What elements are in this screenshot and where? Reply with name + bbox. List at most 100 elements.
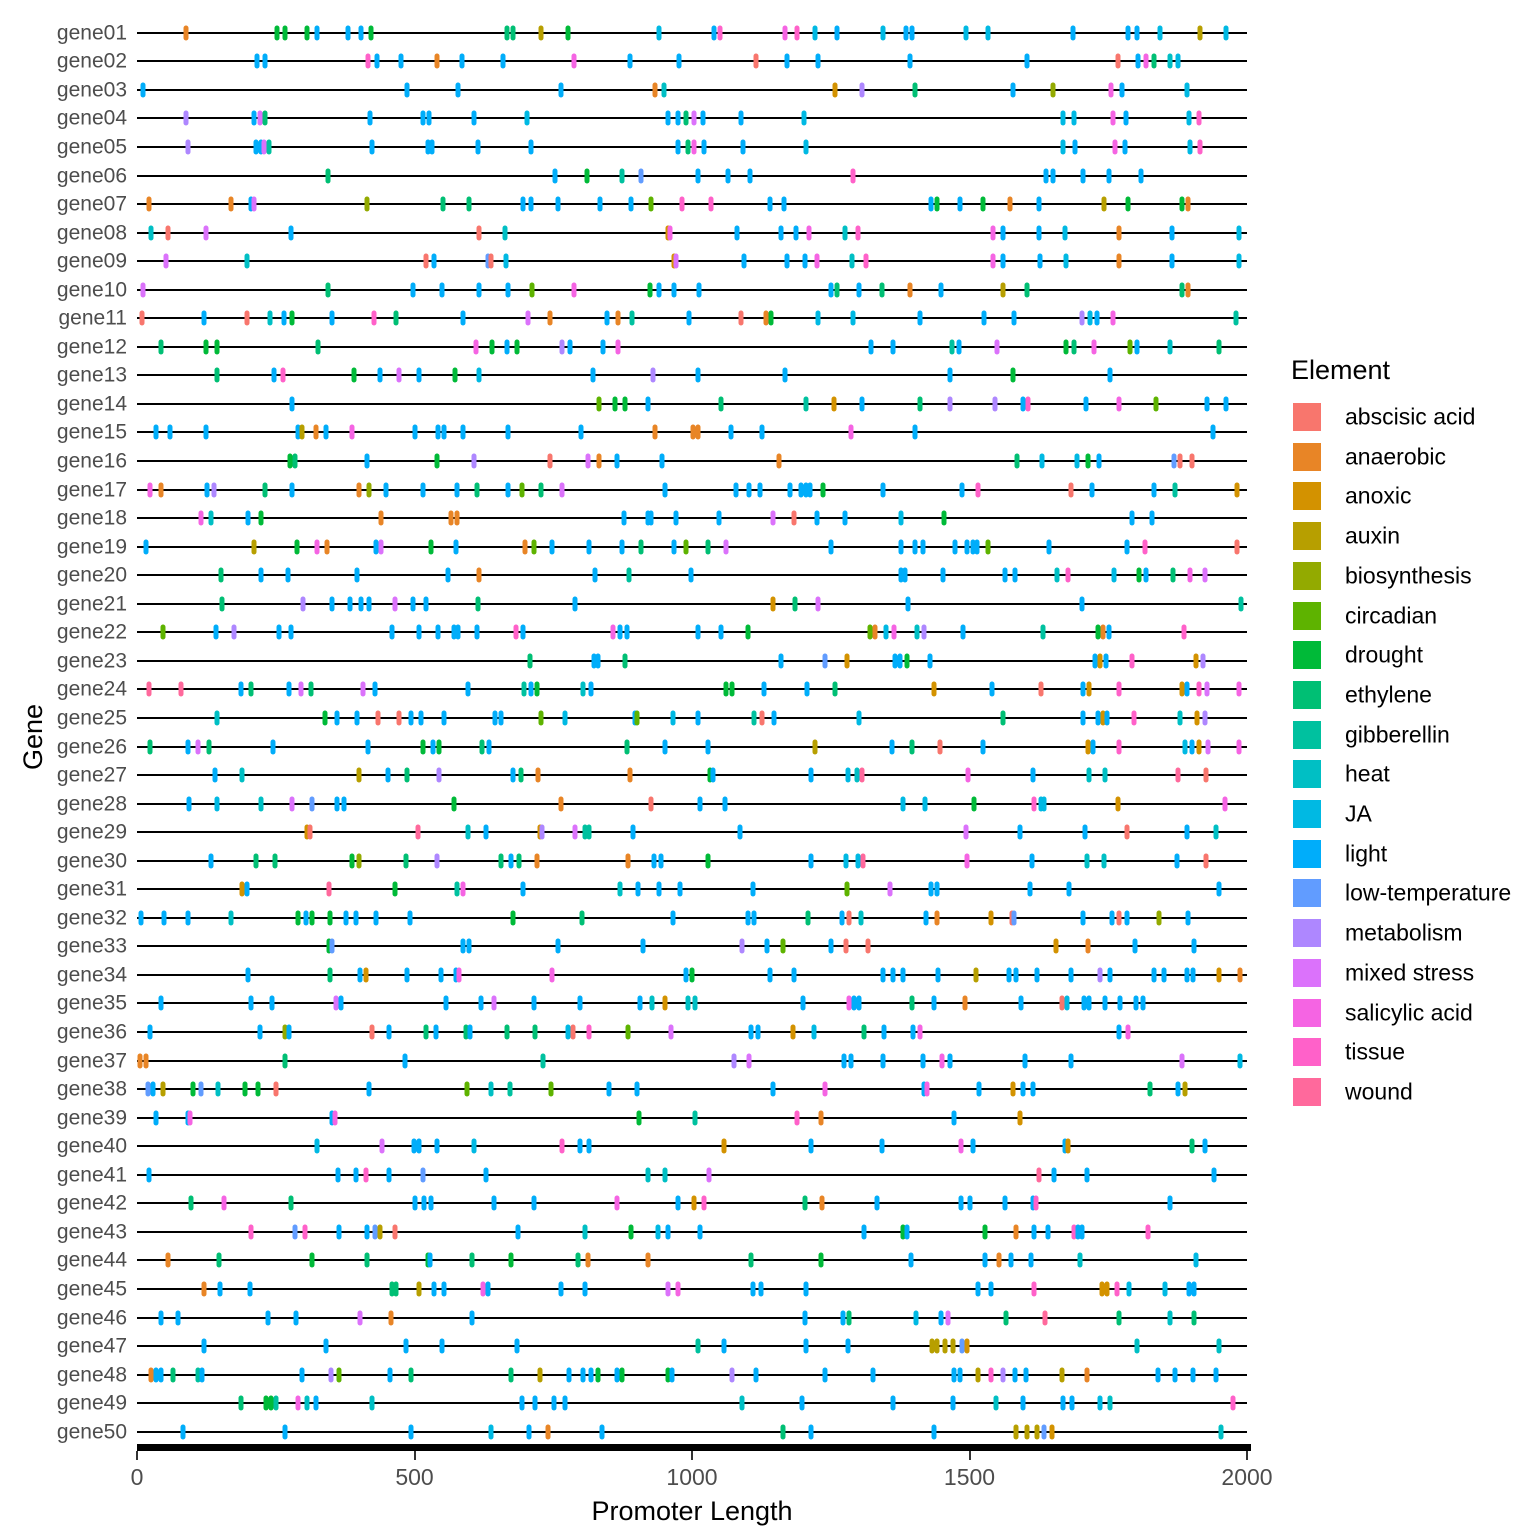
element-mark-light bbox=[443, 995, 449, 1011]
element-mark-light bbox=[180, 1424, 185, 1440]
element-mark-anoxic bbox=[931, 681, 937, 697]
element-mark-abscisic-acid bbox=[1116, 910, 1122, 926]
element-mark-ethylene bbox=[218, 567, 224, 583]
element-mark-drought bbox=[451, 796, 457, 812]
element-mark-gibberellin bbox=[949, 339, 955, 355]
element-mark-gibberellin bbox=[195, 1367, 201, 1383]
legend-swatch-mixed-stress bbox=[1293, 958, 1321, 987]
element-mark-salicylic-acid bbox=[198, 510, 204, 526]
element-mark-light bbox=[1029, 853, 1035, 869]
element-mark-ethylene bbox=[527, 653, 533, 669]
element-mark-mixed-stress bbox=[195, 739, 201, 754]
element-mark-light bbox=[617, 624, 623, 640]
element-mark-tissue bbox=[1114, 1281, 1120, 1297]
element-mark-metabolism bbox=[328, 1367, 334, 1383]
element-mark-light bbox=[1211, 1167, 1217, 1183]
element-mark-light bbox=[288, 624, 294, 640]
element-mark-ethylene bbox=[327, 967, 333, 983]
element-mark-JA bbox=[812, 25, 818, 41]
element-mark-abscisic-acid bbox=[1115, 53, 1121, 69]
element-mark-light bbox=[438, 967, 444, 983]
element-mark-light bbox=[981, 310, 987, 326]
element-mark-light bbox=[1036, 225, 1042, 241]
element-mark-heat bbox=[914, 624, 920, 640]
legend-swatch-low-temperature bbox=[1293, 879, 1321, 908]
element-mark-auxin bbox=[1000, 282, 1006, 298]
element-mark-light bbox=[364, 453, 370, 469]
legend-swatch-circadian bbox=[1293, 601, 1321, 630]
element-mark-heat bbox=[214, 710, 220, 726]
element-mark-salicylic-acid bbox=[958, 1138, 964, 1154]
element-mark-mixed-stress bbox=[963, 824, 969, 840]
x-tick bbox=[968, 1451, 971, 1460]
element-mark-light bbox=[931, 1424, 937, 1440]
element-mark-light bbox=[982, 1252, 988, 1268]
element-mark-light bbox=[951, 1110, 957, 1126]
gene-track-gene16 bbox=[137, 460, 1247, 462]
element-mark-anaerobic bbox=[907, 282, 913, 298]
element-mark-salicylic-acid bbox=[990, 253, 996, 269]
element-mark-light bbox=[800, 995, 806, 1011]
element-mark-mixed-stress bbox=[396, 367, 402, 383]
element-mark-anaerobic bbox=[1100, 624, 1106, 640]
element-mark-light bbox=[428, 1195, 434, 1211]
element-mark-JA bbox=[1064, 995, 1070, 1011]
element-mark-heat bbox=[258, 796, 264, 812]
element-mark-light bbox=[138, 910, 144, 926]
element-mark-salicylic-acid bbox=[964, 853, 970, 869]
element-mark-drought bbox=[1095, 624, 1101, 640]
element-mark-light bbox=[718, 624, 724, 640]
element-mark-anaerobic bbox=[1116, 225, 1122, 241]
element-mark-light bbox=[185, 739, 191, 754]
element-mark-salicylic-acid bbox=[1112, 139, 1118, 155]
element-mark-light bbox=[828, 539, 834, 555]
element-mark-drought bbox=[489, 339, 495, 355]
element-mark-tissue bbox=[1031, 1281, 1037, 1297]
element-mark-light bbox=[281, 310, 287, 326]
y-tick-label-gene03: gene03 bbox=[56, 78, 127, 102]
element-mark-ethylene bbox=[1071, 339, 1077, 355]
gene-track-gene50 bbox=[137, 1430, 1247, 1433]
element-mark-mixed-stress bbox=[559, 482, 565, 498]
element-mark-light bbox=[1060, 1395, 1066, 1411]
element-mark-metabolism bbox=[183, 110, 189, 126]
legend-swatch-anoxic bbox=[1293, 482, 1321, 511]
element-mark-light bbox=[510, 767, 516, 783]
element-mark-light bbox=[697, 796, 703, 812]
element-mark-JA bbox=[565, 1024, 571, 1040]
element-mark-auxin bbox=[1059, 1367, 1065, 1383]
element-mark-salicylic-acid bbox=[782, 25, 788, 41]
element-mark-heat bbox=[1167, 1310, 1173, 1325]
element-mark-heat bbox=[502, 225, 508, 241]
element-mark-light bbox=[365, 739, 371, 754]
element-mark-drought bbox=[309, 910, 315, 926]
element-mark-JA bbox=[898, 510, 904, 526]
element-mark-light bbox=[890, 967, 896, 983]
element-mark-anoxic bbox=[1097, 653, 1103, 669]
element-mark-ethylene bbox=[292, 453, 298, 469]
element-mark-light bbox=[1210, 424, 1216, 440]
element-mark-light bbox=[577, 995, 583, 1011]
element-mark-heat bbox=[1218, 1424, 1224, 1440]
element-mark-ethylene bbox=[393, 1281, 399, 1297]
element-mark-light bbox=[897, 653, 903, 669]
element-mark-abscisic-acid bbox=[165, 225, 171, 241]
element-mark-anoxic bbox=[770, 596, 776, 612]
element-mark-light bbox=[740, 139, 746, 155]
element-mark-light bbox=[975, 1281, 981, 1297]
element-mark-light bbox=[520, 881, 526, 897]
element-mark-light bbox=[582, 1281, 588, 1297]
element-mark-anaerobic bbox=[1085, 938, 1091, 954]
element-mark-light bbox=[890, 339, 896, 355]
element-mark-heat bbox=[1134, 1338, 1140, 1354]
element-mark-mixed-stress bbox=[994, 339, 1000, 355]
y-tick-label-gene45: gene45 bbox=[56, 1277, 127, 1301]
element-mark-light bbox=[562, 1395, 568, 1411]
element-mark-gibberellin bbox=[507, 1081, 513, 1097]
element-mark-light bbox=[841, 1053, 847, 1069]
element-mark-abscisic-acid bbox=[843, 938, 849, 954]
element-mark-salicylic-acid bbox=[314, 539, 320, 555]
element-mark-drought bbox=[203, 339, 209, 355]
element-mark-light bbox=[808, 1138, 814, 1154]
